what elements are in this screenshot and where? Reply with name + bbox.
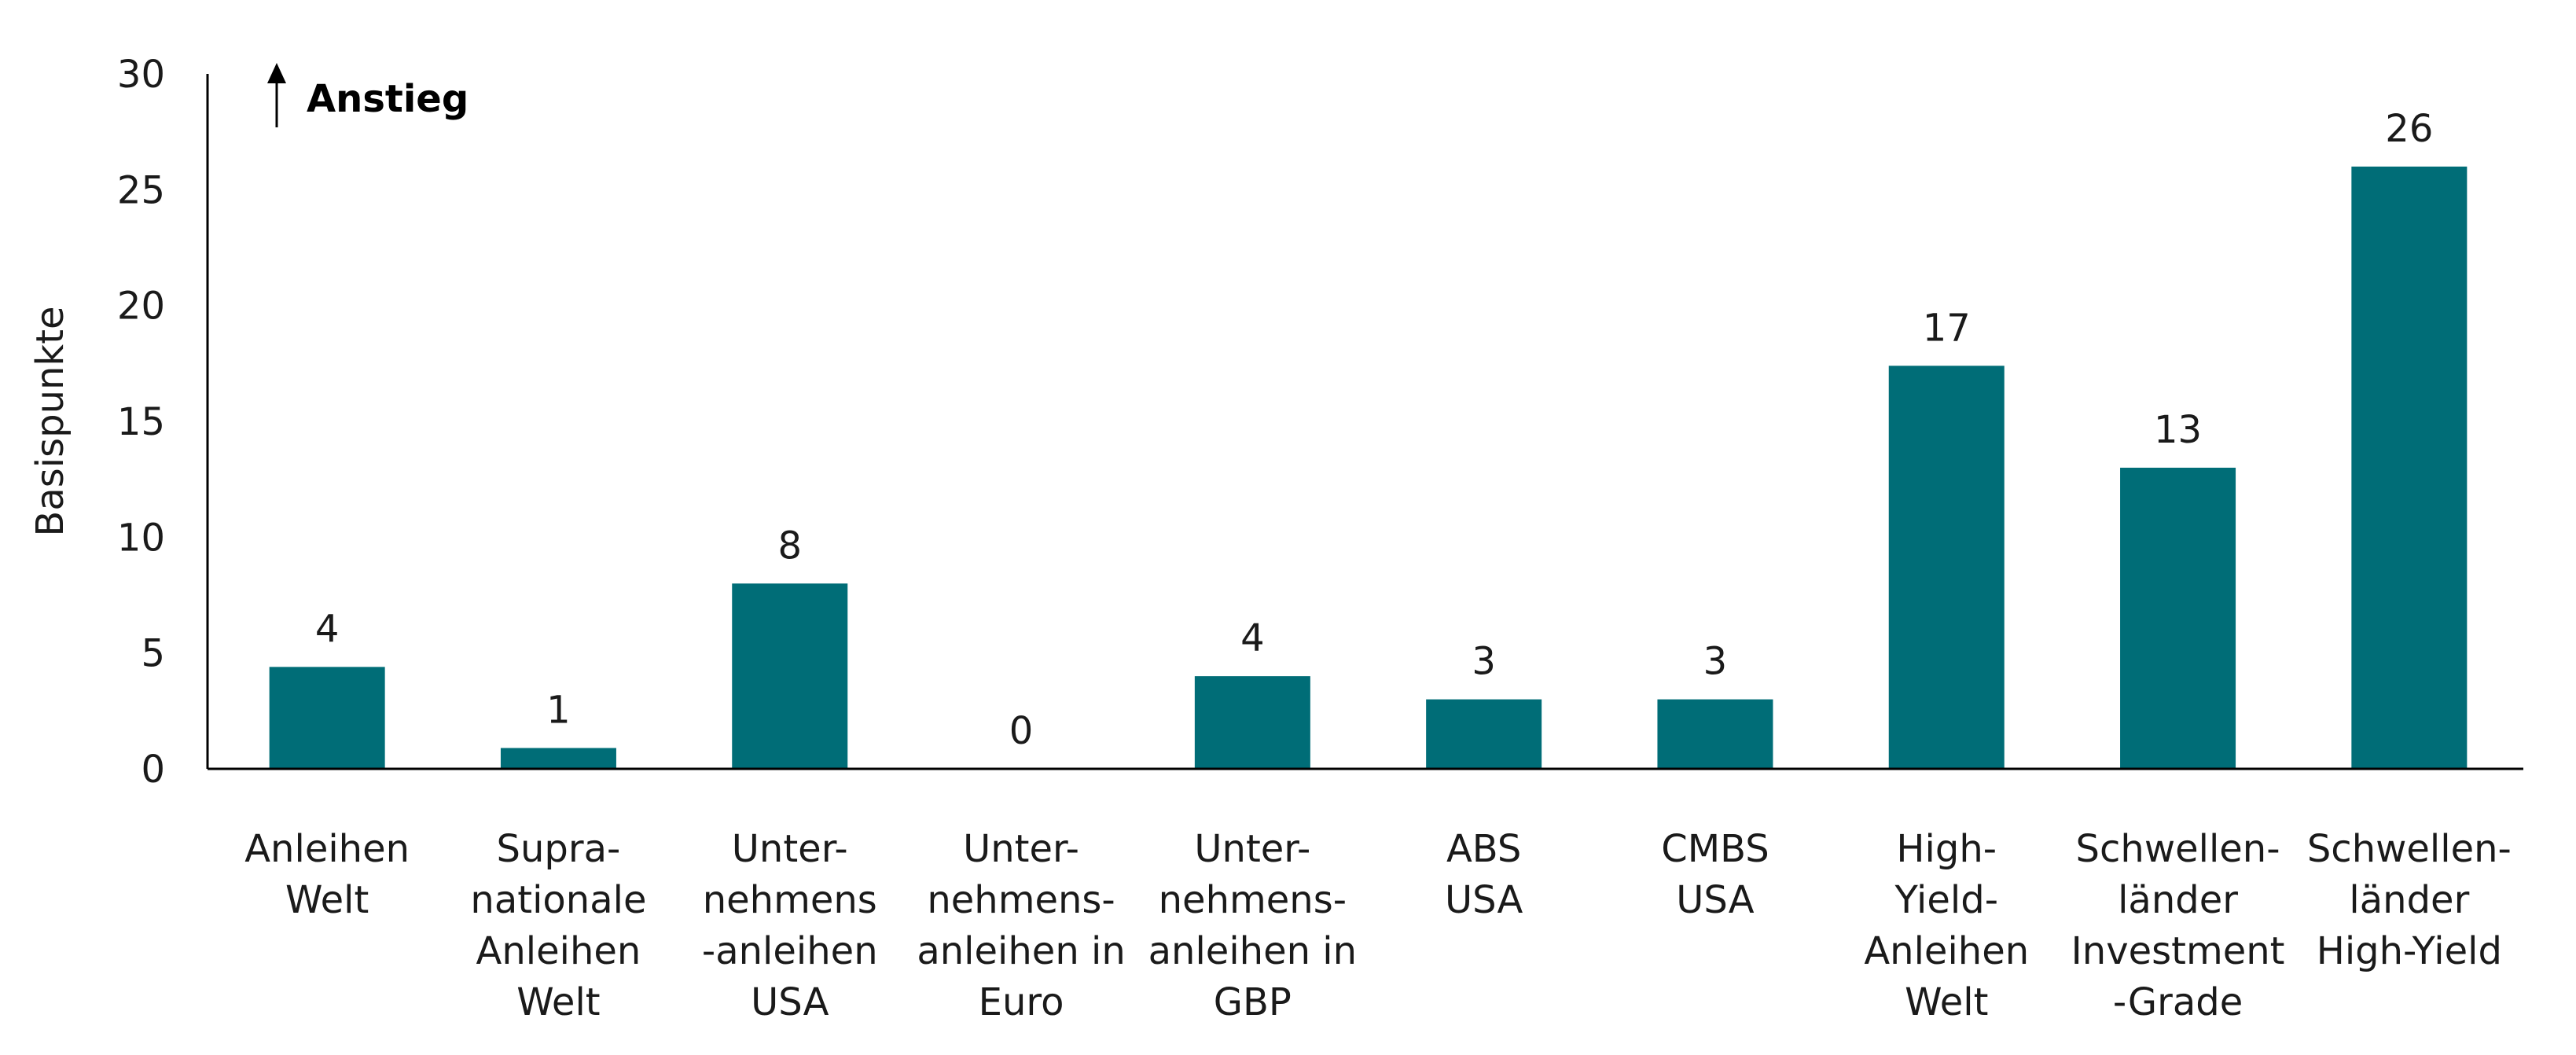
bar-value-label: 4 — [315, 607, 340, 651]
category-label: Schwellen-länder Investment -Grade — [2071, 827, 2285, 1024]
category-label: Unter-nehmens-anleihen in Euro — [917, 827, 1125, 1024]
bar — [1426, 699, 1542, 769]
y-axis-ticks: 0 5 10 15 20 25 30 — [117, 53, 165, 792]
y-axis-title: Basispunkte — [28, 306, 72, 536]
category-label: Supra-nationale Anleihen Welt — [470, 827, 646, 1024]
y-tick-label: 10 — [117, 516, 165, 560]
bar — [1194, 676, 1310, 769]
bar-value-label: 17 — [1923, 306, 1971, 350]
bar — [500, 748, 616, 769]
category-label: Anleihen Welt — [244, 827, 410, 922]
y-tick-label: 5 — [141, 632, 165, 676]
bar-value-label: 8 — [777, 524, 802, 568]
bar — [1888, 366, 2005, 769]
bars — [269, 166, 2468, 769]
y-tick-label: 15 — [117, 400, 165, 444]
data-labels: 4 1 8 0 4 3 3 17 13 26 — [315, 107, 2434, 753]
bar — [732, 583, 848, 769]
y-tick-label: 25 — [117, 168, 165, 212]
bar — [2351, 166, 2468, 769]
y-tick-label: 0 — [141, 748, 165, 792]
bar-value-label: 1 — [546, 688, 571, 732]
up-arrowhead-icon — [267, 63, 286, 83]
y-tick-label: 30 — [117, 53, 165, 97]
bar — [1657, 699, 1773, 769]
category-label: Schwellen-länder High-Yield — [2307, 827, 2512, 973]
category-label: CMBS USA — [1661, 827, 1769, 922]
bar-value-label: 13 — [2154, 408, 2202, 452]
category-label: Unter-nehmens-anleihen in GBP — [1148, 827, 1357, 1024]
bar-value-label: 3 — [1472, 640, 1496, 684]
bar-value-label: 3 — [1703, 640, 1728, 684]
category-label: High-Yield-Anleihen Welt — [1864, 827, 2029, 1024]
bar — [2120, 467, 2236, 769]
bar-value-label: 4 — [1240, 616, 1265, 660]
bar — [269, 667, 385, 769]
bar-value-label: 0 — [1009, 709, 1034, 753]
category-labels: Anleihen Welt Supra-nationale Anleihen Welt U… — [244, 827, 2512, 1024]
increase-annotation: Anstieg — [267, 63, 469, 127]
annotation-label: Anstieg — [307, 77, 469, 121]
bar-value-label: 26 — [2385, 107, 2433, 151]
category-label: ABS USA — [1445, 827, 1523, 922]
category-label: Unter-nehmens -anleihen USA — [702, 827, 878, 1024]
y-tick-label: 20 — [117, 285, 165, 329]
